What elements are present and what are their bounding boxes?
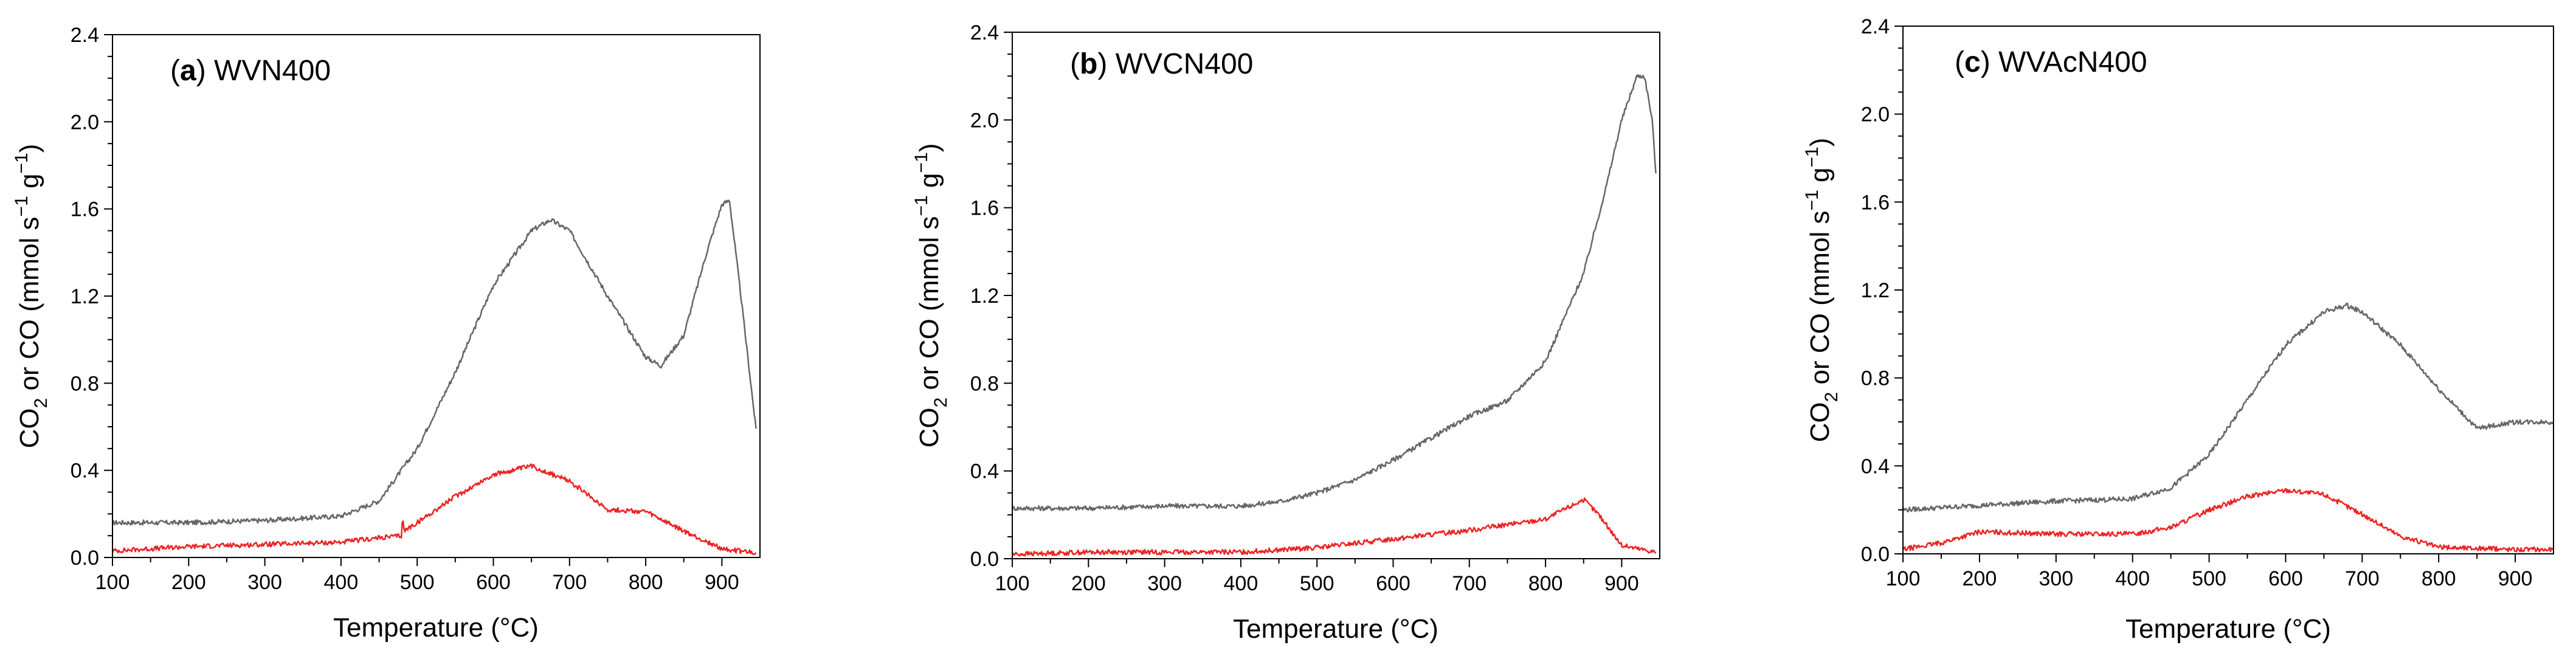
- x-tick-label: 100: [995, 572, 1030, 595]
- series-co2-line: [111, 463, 757, 556]
- x-tick-label: 600: [1376, 572, 1411, 595]
- x-tick-label: 400: [2115, 567, 2150, 590]
- x-tick-label: 700: [1452, 572, 1487, 595]
- y-axis-label: CO2 or CO (mmol s−1 g−1): [12, 144, 51, 449]
- y-tick-label: 2.4: [970, 21, 999, 44]
- panel-a: 100 200 300 400 500 600 700 800 900 0.0 0.4 0.8 1.2 1…: [12, 24, 761, 643]
- y-tick-label: 1.6: [1861, 191, 1890, 214]
- panel-letter: b: [1080, 48, 1097, 80]
- y-tick-label: 2.0: [71, 111, 99, 134]
- y-tick-label: 0.4: [970, 460, 999, 483]
- x-tick-label: 700: [2345, 567, 2380, 590]
- y-tick-label: 0.4: [71, 460, 99, 483]
- x-tick-label: 500: [400, 571, 435, 594]
- ticks-layer: 100 200 300 400 500 600 700 800 900 0.0 0.4 0.8 1.2 1…: [970, 21, 1639, 595]
- panel-b: 100 200 300 400 500 600 700 800 900 0.0 0.4 0.8 1.2 1…: [911, 21, 1660, 644]
- y-tick-label: 0.8: [71, 372, 99, 395]
- x-tick-label: 200: [171, 571, 206, 594]
- y-tick-label: 1.6: [71, 198, 99, 221]
- y-tick-label: 0.4: [1861, 455, 1890, 478]
- ticks-layer: 100 200 300 400 500 600 700 800 900 0.0 0.4 0.8 1.2 1…: [71, 24, 739, 594]
- x-tick-label: 400: [324, 571, 359, 594]
- x-tick-label: 800: [629, 571, 663, 594]
- panel-name: WVN400: [214, 55, 331, 87]
- x-tick-label: 900: [2498, 567, 2533, 590]
- x-tick-label: 600: [476, 571, 511, 594]
- y-tick-label: 1.2: [71, 285, 99, 308]
- series-co-line: [1011, 74, 1657, 512]
- series-layer: [1011, 74, 1657, 557]
- x-tick-label: 100: [1886, 567, 1921, 590]
- y-tick-label: 1.6: [970, 197, 999, 220]
- series-layer: [111, 199, 757, 556]
- series-layer: [1902, 302, 2554, 553]
- x-tick-label: 100: [95, 571, 130, 594]
- y-tick-label: 1.2: [1861, 279, 1890, 302]
- series-co-line: [1902, 302, 2554, 512]
- y-tick-label: 2.4: [71, 24, 99, 47]
- x-tick-label: 300: [2039, 567, 2073, 590]
- y-tick-label: 2.0: [1861, 103, 1890, 126]
- panel-letter: c: [1964, 46, 1981, 78]
- panel-name: WVAcN400: [1998, 46, 2147, 78]
- x-tick-label: 200: [1963, 567, 1997, 590]
- y-axis-label: CO2 or CO (mmol s−1 g−1): [1802, 138, 1842, 443]
- series-co-line: [112, 199, 757, 526]
- x-tick-label: 800: [2422, 567, 2456, 590]
- y-tick-label: 1.2: [970, 285, 999, 308]
- y-axis-label: CO2 or CO (mmol s−1 g−1): [911, 143, 951, 448]
- x-tick-label: 500: [2192, 567, 2226, 590]
- y-tick-label: 0.0: [71, 547, 99, 570]
- x-axis-label: Temperature (°C): [333, 613, 539, 643]
- y-tick-label: 0.0: [970, 548, 999, 571]
- x-tick-label: 200: [1071, 572, 1106, 595]
- x-tick-label: 800: [1528, 572, 1563, 595]
- x-tick-label: 500: [1300, 572, 1335, 595]
- plot-frame: [112, 34, 761, 558]
- y-tick-label: 0.8: [1861, 367, 1890, 390]
- x-axis-label: Temperature (°C): [2125, 614, 2331, 644]
- x-tick-label: 900: [1604, 572, 1639, 595]
- x-tick-label: 600: [2268, 567, 2303, 590]
- panel-title: (c) WVAcN400: [1955, 46, 2147, 78]
- x-tick-label: 400: [1224, 572, 1259, 595]
- x-tick-label: 300: [1147, 572, 1182, 595]
- ticks-layer: 100 200 300 400 500 600 700 800 900 0.0 0.4 0.8 1.2 1…: [1861, 15, 2533, 590]
- x-axis-label: Temperature (°C): [1233, 614, 1438, 644]
- x-tick-label: 900: [705, 571, 739, 594]
- panel-title: (a) WVN400: [170, 55, 331, 87]
- x-tick-label: 700: [552, 571, 587, 594]
- panel-c: 100 200 300 400 500 600 700 800 900 0.0 0.4 0.8 1.2 1…: [1802, 15, 2554, 644]
- series-co2-line: [1011, 497, 1657, 557]
- panel-title: (b) WVCN400: [1070, 48, 1253, 80]
- panel-letter: a: [180, 55, 196, 87]
- plot-frame: [1012, 32, 1660, 559]
- panel-name: WVCN400: [1116, 48, 1254, 80]
- y-tick-label: 2.4: [1861, 15, 1890, 38]
- y-tick-label: 0.0: [1861, 543, 1890, 566]
- y-tick-label: 2.0: [970, 109, 999, 132]
- x-tick-label: 300: [247, 571, 282, 594]
- series-co2-line: [1903, 488, 2554, 553]
- plot-frame: [1902, 26, 2554, 554]
- y-tick-label: 0.8: [970, 372, 999, 395]
